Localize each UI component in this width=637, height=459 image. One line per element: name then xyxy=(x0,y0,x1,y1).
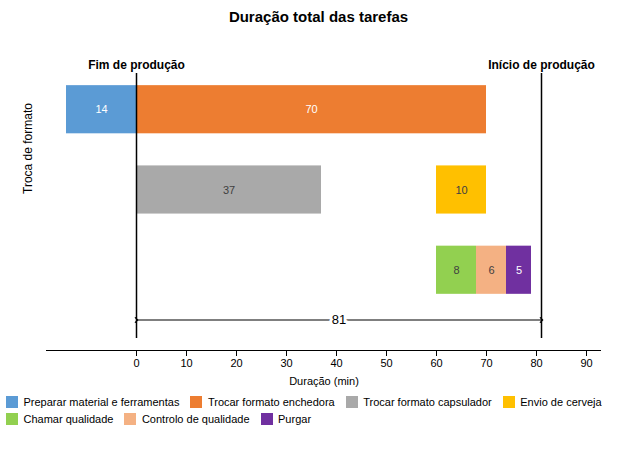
svg-text:10: 10 xyxy=(455,184,467,196)
svg-text:50: 50 xyxy=(380,357,392,369)
svg-text:6: 6 xyxy=(488,264,494,276)
svg-text:81: 81 xyxy=(332,312,346,327)
html-text:Duração total das tarefas: Duração total das tarefas xyxy=(228,8,409,25)
svg-text:40: 40 xyxy=(330,357,342,369)
svg-text:Troca de formato: Troca de formato xyxy=(21,103,35,194)
svg-text:60: 60 xyxy=(430,357,442,369)
svg-text:90: 90 xyxy=(580,357,592,369)
html-text:Preparar material e ferramenta: Preparar material e ferramentas xyxy=(23,396,180,409)
html-text:Chamar qualidade: Chamar qualidade xyxy=(23,412,114,425)
svg-text:5: 5 xyxy=(516,264,522,276)
svg-text:30: 30 xyxy=(280,357,292,369)
svg-text:0: 0 xyxy=(133,357,139,369)
html-text:Envio de cerveja: Envio de cerveja xyxy=(520,396,602,409)
svg-text:20: 20 xyxy=(230,357,242,369)
svg-text:8: 8 xyxy=(453,264,459,276)
svg-text:37: 37 xyxy=(223,184,235,196)
html-text:Purgar: Purgar xyxy=(278,412,312,425)
html-text:Trocar formato enchedora: Trocar formato enchedora xyxy=(207,396,335,409)
svg-text:Duração (min): Duração (min) xyxy=(289,375,359,387)
svg-text:Início de produção: Início de produção xyxy=(488,58,595,72)
svg-text:80: 80 xyxy=(530,357,542,369)
html-text:Controlo de qualidade: Controlo de qualidade xyxy=(141,412,250,425)
html-text:Trocar formato capsulador: Trocar formato capsulador xyxy=(363,396,492,409)
svg-text:Fim de produção: Fim de produção xyxy=(88,58,185,72)
svg-text:10: 10 xyxy=(180,357,192,369)
svg-text:70: 70 xyxy=(480,357,492,369)
svg-text:70: 70 xyxy=(305,103,317,115)
svg-text:14: 14 xyxy=(95,103,107,115)
